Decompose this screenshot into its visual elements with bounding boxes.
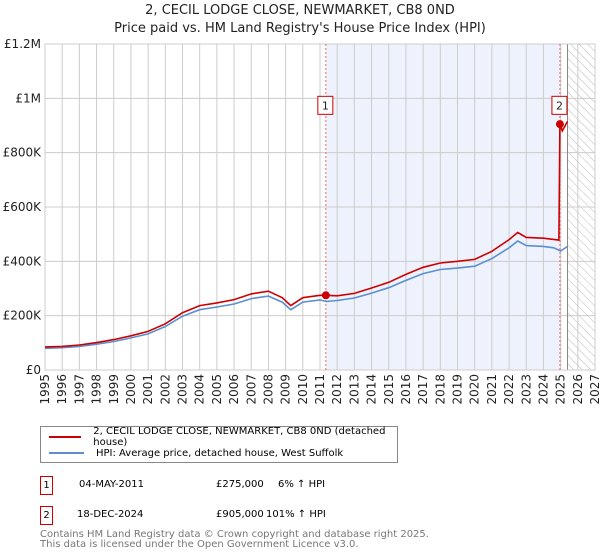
sale-date: 18-DEC-2024 (77, 509, 144, 520)
y-tick-label: £200K (3, 309, 43, 323)
y-tick-label: £0 (26, 363, 41, 377)
x-tick-label: 2017 (416, 374, 430, 405)
x-tick-label: 2026 (571, 374, 585, 405)
sale-label: 2 (556, 99, 563, 112)
x-tick-label: 2011 (313, 374, 327, 405)
x-tick-label: 1998 (90, 374, 104, 405)
x-tick-label: 2024 (536, 374, 550, 405)
x-tick-label: 2022 (502, 374, 516, 405)
sale-point (321, 291, 330, 300)
x-tick-label: 2018 (433, 374, 447, 405)
plot-area: 1995 1996 1997 1998 1999 2000 2001 2002 2003 2004… (3, 37, 600, 405)
x-tick-label: 2007 (244, 374, 258, 405)
sale-hpi: 101% ↑ HPI (266, 509, 326, 520)
x-tick-label: 2010 (296, 374, 310, 405)
x-tick-label: 2020 (468, 374, 482, 405)
sale-label-box (317, 95, 334, 115)
footer-line: Contains HM Land Registry data © Crown c… (40, 529, 429, 540)
property-line-swatch (49, 436, 82, 438)
hpi-line (44, 240, 568, 350)
y-tick-label: £800K (3, 146, 43, 160)
sale-date: 04-MAY-2011 (79, 479, 145, 490)
x-tick-label: 1996 (55, 374, 69, 405)
x-tick-label: 2012 (330, 374, 344, 405)
legend-property: 2, CECIL LODGE CLOSE, NEWMARKET, CB8 0ND… (93, 426, 386, 448)
sale-point (555, 120, 564, 129)
x-tick-label: 2015 (382, 374, 396, 405)
sale-price: £905,000 (216, 509, 264, 520)
x-tick-label: 1995 (38, 374, 52, 405)
x-tick-label: 2008 (261, 374, 275, 405)
sale-row: 1 04-MAY-2011 £275,000 6% ↑ HPI (40, 476, 440, 495)
x-tick-label: 2006 (227, 374, 241, 405)
footer: Contains HM Land Registry data © Crown c… (40, 530, 429, 550)
footer-line: This data is licensed under the Open Gov… (40, 539, 359, 550)
legend-hpi: HPI: Average price, detached house, West… (96, 447, 344, 459)
x-tick-label: 2000 (124, 374, 138, 405)
sale-label: 1 (322, 99, 329, 112)
sale-hpi: 6% ↑ HPI (278, 479, 326, 490)
x-tick-label: 2001 (141, 374, 155, 405)
plot-border (44, 43, 596, 371)
y-tick-label: £1.2M (4, 37, 41, 51)
x-tick-label: 2019 (451, 374, 465, 405)
x-tick-label: 2014 (365, 374, 379, 405)
y-tick-label: £1M (15, 91, 41, 105)
y-tick-label: £400K (3, 254, 43, 268)
y-tick-label: £600K (3, 200, 43, 214)
x-tick-label: 2021 (485, 374, 499, 405)
chart-title: 2, CECIL LODGE CLOSE, NEWMARKET, CB8 0ND (145, 3, 455, 18)
x-tick-label: 2025 (554, 374, 568, 405)
x-tick-label: 2005 (210, 374, 224, 405)
sale-marker-badge: 2 (40, 506, 53, 525)
x-tick-label: 2027 (588, 374, 600, 405)
x-tick-label: 1997 (72, 374, 86, 405)
x-tick-label: 2009 (279, 374, 293, 405)
x-tick-label: 2016 (399, 374, 413, 405)
x-tick-label: 1999 (107, 374, 121, 405)
sale-row: 2 18-DEC-2024 £905,000 101% ↑ HPI (40, 506, 440, 525)
x-tick-label: 2003 (176, 374, 190, 405)
sale-label-box (551, 95, 568, 115)
sale-price: £275,000 (216, 479, 264, 490)
x-tick-label: 2023 (519, 374, 533, 405)
x-tick-label: 2002 (158, 374, 172, 405)
hpi-line-swatch (49, 452, 84, 454)
x-tick-label: 2013 (347, 374, 361, 405)
sale-marker-badge: 1 (40, 476, 53, 495)
legend: 2, CECIL LODGE CLOSE, NEWMARKET, CB8 0ND… (40, 426, 398, 463)
chart-subtitle: Price paid vs. HM Land Registry's House … (114, 21, 486, 36)
x-tick-label: 2004 (193, 374, 207, 405)
